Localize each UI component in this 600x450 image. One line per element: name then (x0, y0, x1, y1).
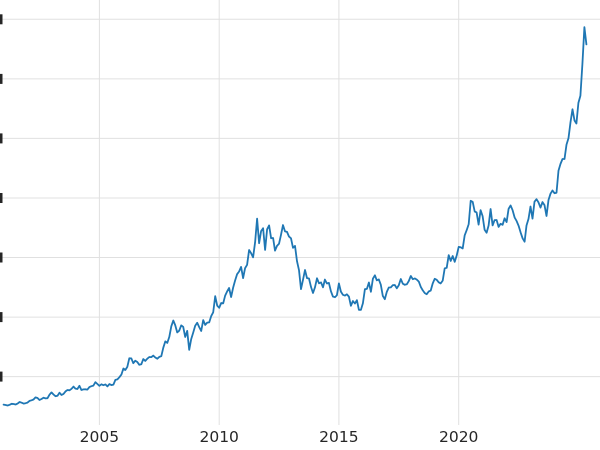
cropped-y-tick-label (0, 312, 3, 323)
cropped-y-tick-label (0, 73, 3, 84)
price-line-group (2, 26, 588, 407)
gridlines (0, 0, 600, 425)
cropped-y-tick-label (0, 14, 3, 25)
x-tick-label: 2020 (439, 428, 478, 446)
x-tick-label: 2010 (199, 428, 238, 446)
x-tick-label: 2015 (319, 428, 358, 446)
y-label-fragments (0, 14, 3, 382)
x-tick-label: 2005 (80, 428, 119, 446)
cropped-y-tick-label (0, 133, 3, 144)
x-axis-labels: 2005 2010 2015 2020 (80, 428, 479, 446)
cropped-y-tick-label (0, 193, 3, 203)
cropped-y-tick-label (0, 371, 3, 382)
price-line (2, 26, 588, 407)
cropped-y-tick-label (0, 252, 3, 263)
